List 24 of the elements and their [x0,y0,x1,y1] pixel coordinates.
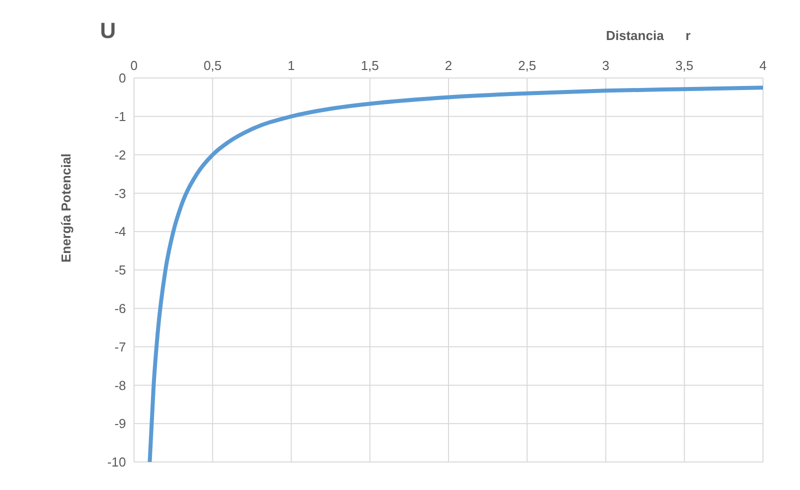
y-tick-label: -2 [114,147,126,162]
x-tick-label: 1 [288,58,295,73]
x-tick-label: 0 [130,58,138,73]
y-tick-label: -1 [114,109,126,124]
x-tick-label: 3 [602,58,610,73]
y-tick-label: -6 [114,301,126,316]
line-series [148,86,763,462]
y-tick-label: 0 [118,70,126,86]
x-tick-label: 2,5 [518,58,536,73]
x-tick-label: 3,5 [675,58,694,73]
y-tick-label: -3 [114,186,126,201]
x-tick-label: 4 [759,58,767,73]
y-tick-label: -7 [114,339,126,354]
y-tick-label: -8 [114,378,126,393]
x-tick-label: 2 [444,58,452,73]
y-tick-label: -4 [114,224,126,240]
y-tick-label: -10 [107,454,126,470]
y-axis-title: Energía Potencial [58,153,74,263]
y-tick-label: -5 [114,262,126,278]
x-tick-label: 1,5 [360,58,379,73]
x-axis-title: Distancia r [606,28,691,43]
y-tick-label: -9 [114,416,126,432]
chart-title: U [100,18,116,44]
x-tick-label: 0,5 [204,58,222,73]
